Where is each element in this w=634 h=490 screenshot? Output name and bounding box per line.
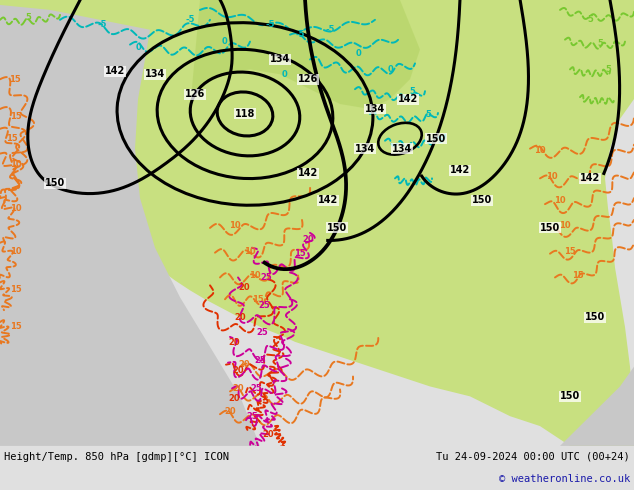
Text: 134: 134 [270,54,290,65]
Text: 20: 20 [224,407,236,416]
Text: -5: -5 [325,25,335,34]
Text: 0: 0 [282,70,288,79]
Text: 5: 5 [597,39,603,48]
Text: 5: 5 [587,15,593,24]
Text: 15: 15 [10,285,22,294]
Text: Tu 24-09-2024 00:00 UTC (00+24): Tu 24-09-2024 00:00 UTC (00+24) [436,452,630,462]
Text: 134: 134 [392,144,412,154]
Text: 10: 10 [229,221,241,230]
Text: 15: 15 [294,249,306,258]
Text: 20: 20 [238,283,250,292]
Text: 0: 0 [222,37,228,46]
Text: 25: 25 [250,384,262,393]
Polygon shape [560,367,634,446]
Text: 15: 15 [10,322,22,332]
Text: 15: 15 [252,295,264,304]
Text: Height/Temp. 850 hPa [gdmp][°C] ICON: Height/Temp. 850 hPa [gdmp][°C] ICON [4,452,229,462]
Text: 15: 15 [572,271,584,280]
Text: 15: 15 [564,247,576,256]
Text: -5: -5 [97,20,107,29]
Text: -5: -5 [185,15,195,24]
Text: 0: 0 [355,49,361,58]
Text: 150: 150 [472,195,492,205]
Text: © weatheronline.co.uk: © weatheronline.co.uk [499,474,630,484]
Text: -5: -5 [295,30,305,39]
Text: 126: 126 [298,74,318,84]
Text: 10: 10 [559,221,571,230]
Text: 5: 5 [425,110,431,120]
Text: 5: 5 [437,136,443,145]
Text: 10: 10 [546,172,558,181]
Text: 126: 126 [185,89,205,99]
Polygon shape [0,5,260,446]
Text: 10: 10 [249,271,261,280]
Text: 142: 142 [398,94,418,104]
Text: 10: 10 [554,196,566,205]
Text: 20: 20 [302,235,314,245]
Text: 25: 25 [258,301,270,310]
Text: 20: 20 [262,430,274,439]
Text: 20: 20 [238,360,250,369]
Text: 150: 150 [45,178,65,188]
Text: 20: 20 [228,339,240,347]
Text: 150: 150 [327,223,347,233]
Text: 10: 10 [244,247,256,256]
Text: 142: 142 [318,195,338,205]
Text: 20: 20 [228,394,240,403]
Text: 20: 20 [232,384,244,393]
Text: 142: 142 [450,166,470,175]
Text: 0: 0 [135,43,141,52]
Text: 15: 15 [10,112,22,122]
Text: 5: 5 [409,87,415,96]
Text: -5: -5 [265,20,275,29]
Text: 15: 15 [9,75,21,84]
Text: 25: 25 [246,412,258,421]
Text: 142: 142 [105,66,125,76]
Text: 10: 10 [10,247,22,256]
Polygon shape [0,0,634,446]
Text: 5: 5 [605,65,611,74]
Text: 10: 10 [10,160,22,169]
Text: 134: 134 [355,144,375,154]
Text: 10: 10 [10,203,22,213]
Text: 10: 10 [534,146,546,155]
Text: 118: 118 [235,109,256,119]
Text: 150: 150 [585,312,605,322]
Text: 20: 20 [232,366,244,375]
Text: 150: 150 [540,223,560,233]
Text: 20: 20 [234,313,246,321]
Text: 134: 134 [145,69,165,79]
Text: 134: 134 [365,104,385,114]
Text: 15: 15 [6,134,18,143]
Text: 142: 142 [298,169,318,178]
Text: 25: 25 [260,273,272,282]
Text: 150: 150 [426,134,446,144]
Text: 25: 25 [256,328,268,338]
Polygon shape [400,198,570,367]
Text: 5: 5 [25,13,31,23]
Polygon shape [190,0,420,109]
Text: 25: 25 [254,356,266,365]
Text: 150: 150 [560,392,580,401]
Text: 0: 0 [387,65,393,74]
Text: 142: 142 [580,173,600,183]
